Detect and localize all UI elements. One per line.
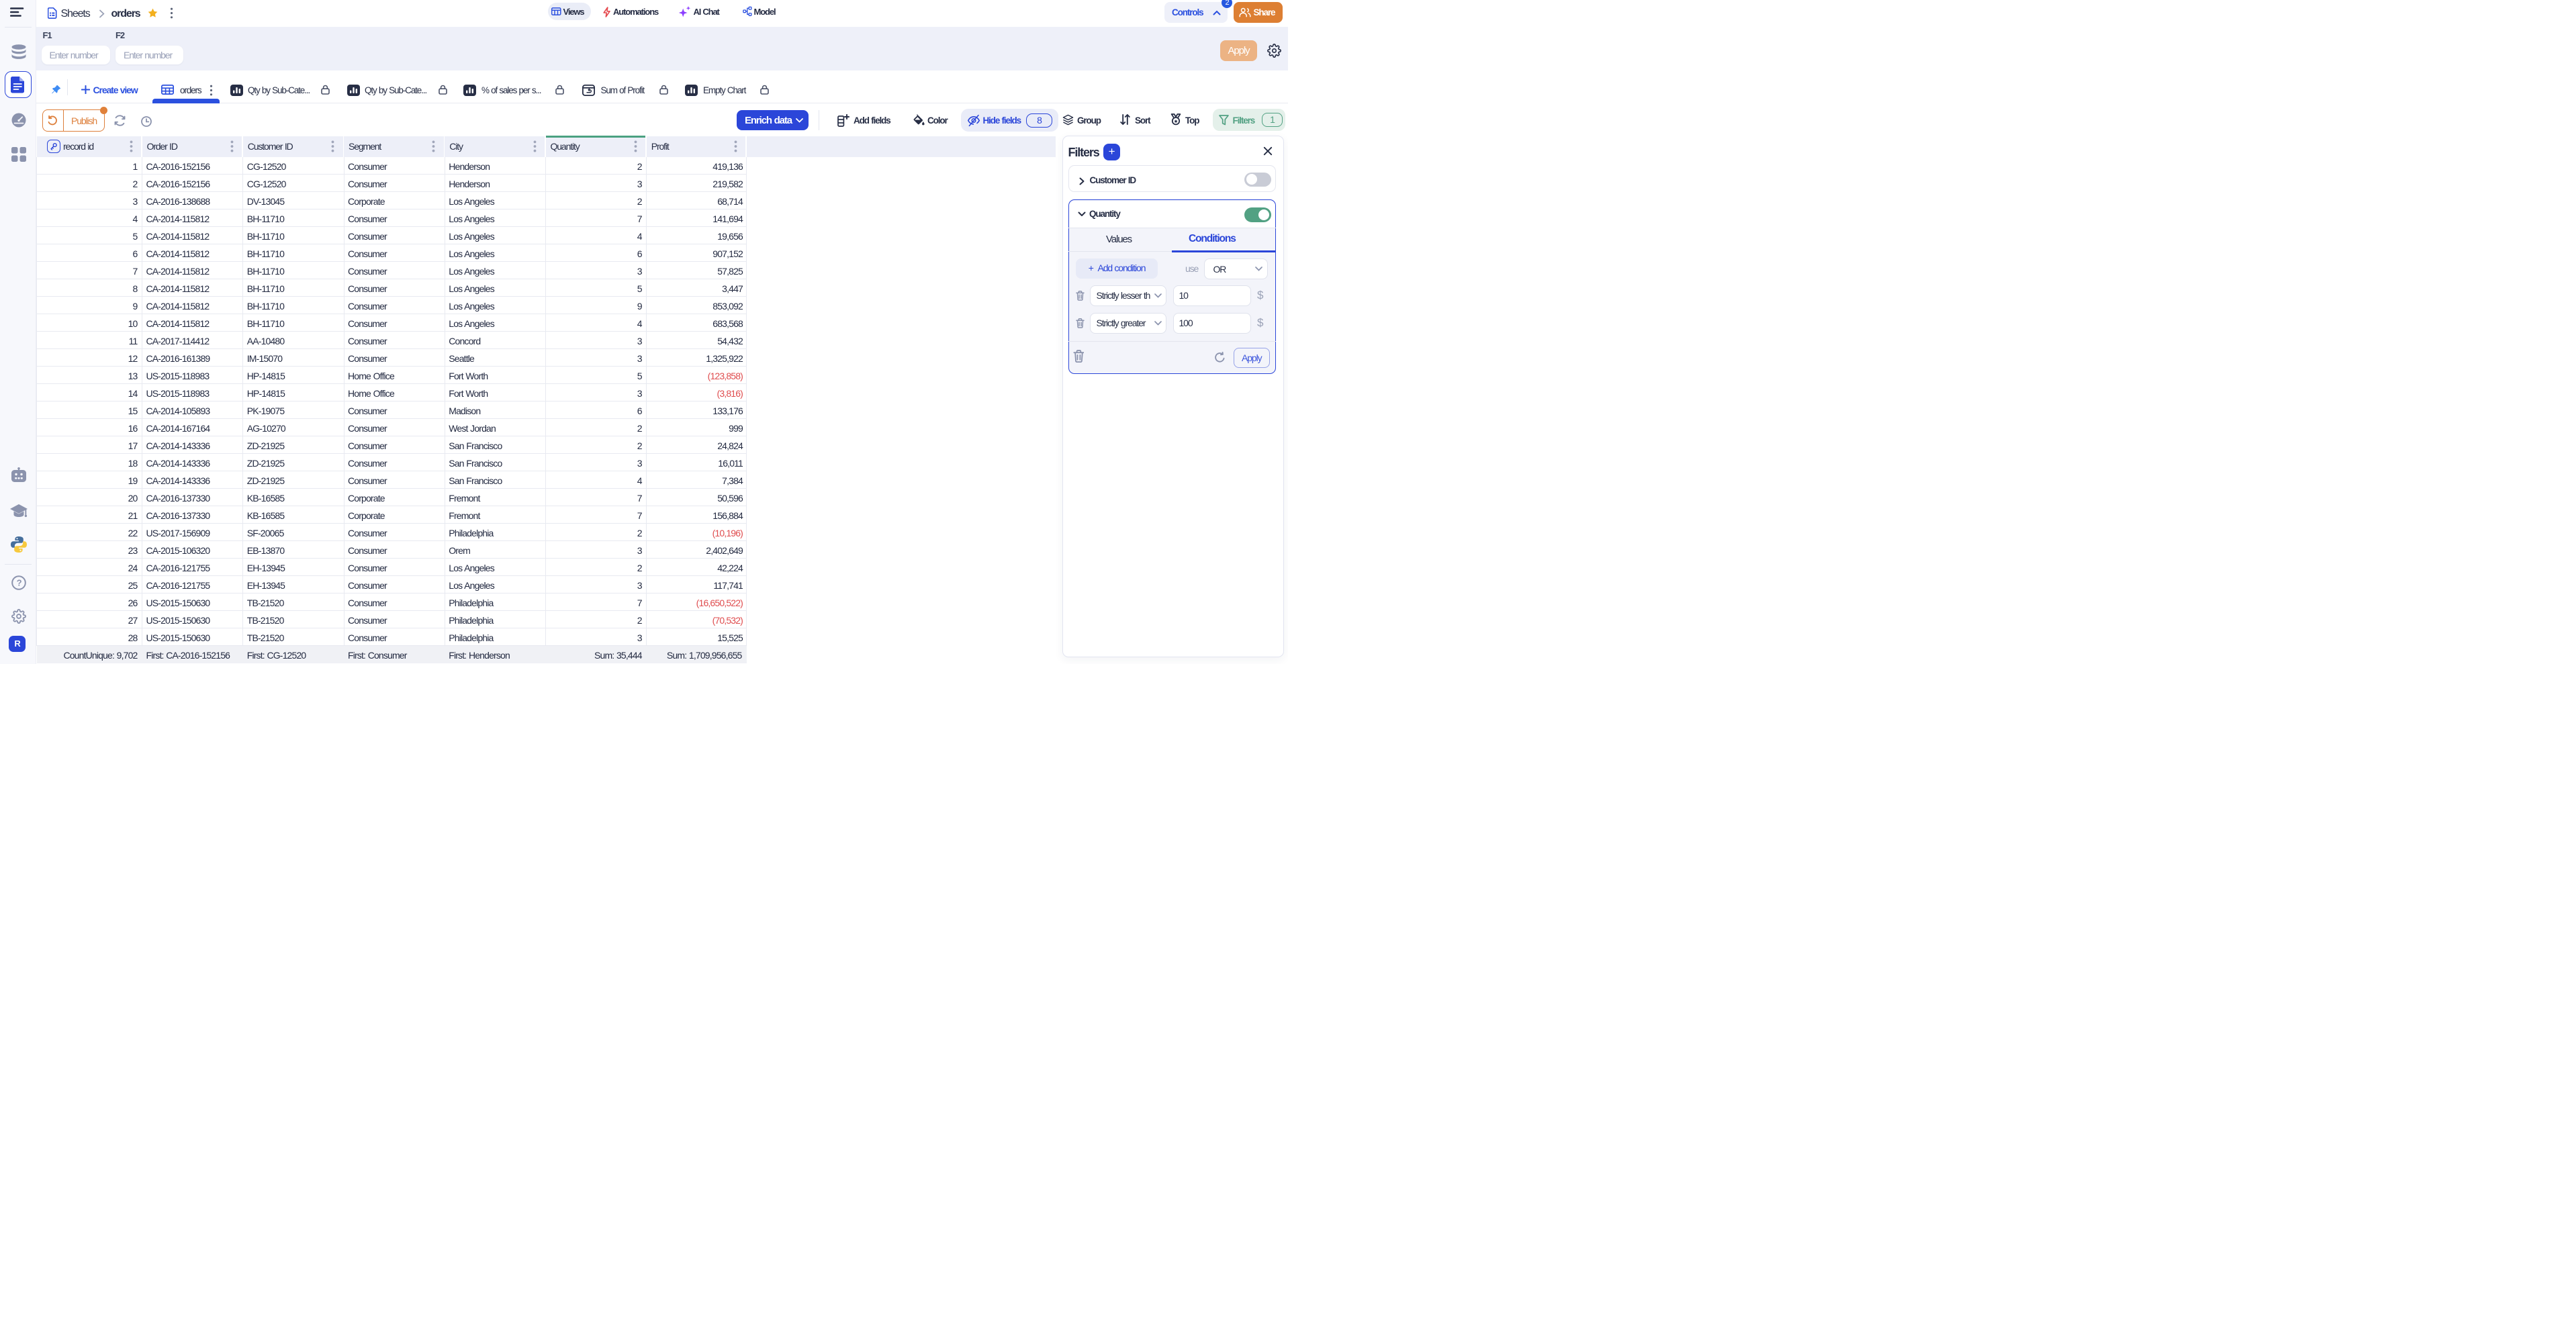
svg-text:?: ?: [17, 578, 22, 588]
